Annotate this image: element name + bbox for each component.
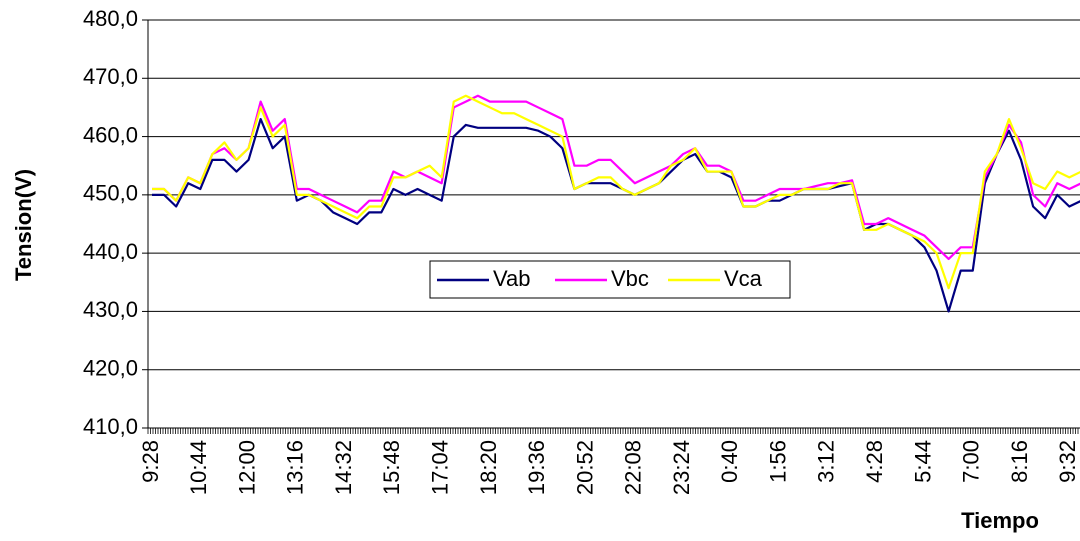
- y-tick-label: 450,0: [83, 181, 138, 206]
- x-tick-label: 19:36: [524, 440, 549, 495]
- legend: Vab Vbc Vca: [429, 260, 791, 299]
- y-tick-label: 480,0: [83, 6, 138, 31]
- x-tick-label: 14:32: [331, 440, 356, 495]
- axes: 410,0 420,0 430,0 440,0 450,0 460,0 470,0 480,0…: [83, 6, 1080, 495]
- y-tick-label: 420,0: [83, 356, 138, 381]
- y-tick-label: 470,0: [83, 64, 138, 89]
- x-tick-label: 9:32: [1055, 440, 1080, 483]
- x-tick-label: 3:12: [814, 440, 839, 483]
- legend-label: Vca: [724, 266, 763, 291]
- x-tick-label: 4:28: [862, 440, 887, 483]
- y-axis-label: Tension(V): [11, 169, 36, 281]
- x-tick-label: 20:52: [572, 440, 597, 495]
- legend-box: [429, 260, 791, 299]
- x-tick-label: 10:44: [186, 440, 211, 495]
- x-tick-label: 18:20: [476, 440, 501, 495]
- x-tick-label: 22:08: [621, 440, 646, 495]
- x-tick-label: 13:16: [283, 440, 308, 495]
- x-tick-label: 1:56: [765, 440, 790, 483]
- series-line: [152, 94, 1080, 290]
- x-tick-label: 7:00: [959, 440, 984, 483]
- y-tick-label: 440,0: [83, 239, 138, 264]
- legend-label: Vbc: [611, 266, 649, 291]
- series-line: [152, 94, 1080, 261]
- x-tick-label: 0:40: [717, 440, 742, 483]
- x-tick-label: 23:24: [669, 440, 694, 495]
- x-tick-label: 12:00: [234, 440, 259, 495]
- x-tick-label: 15:48: [379, 440, 404, 495]
- plot-lines: [152, 94, 1080, 313]
- y-tick-label: 410,0: [83, 414, 138, 439]
- x-tick-label: 8:16: [1007, 440, 1032, 483]
- y-tick-label: 430,0: [83, 297, 138, 322]
- y-tick-label: 460,0: [83, 122, 138, 147]
- x-tick-label: 17:04: [427, 440, 452, 495]
- x-tick-label: 5:44: [910, 440, 935, 483]
- grid: [148, 19, 1080, 429]
- legend-label: Vab: [493, 266, 531, 291]
- x-tick-label: 9:28: [138, 440, 163, 483]
- x-axis-label: Tiempo: [961, 508, 1039, 533]
